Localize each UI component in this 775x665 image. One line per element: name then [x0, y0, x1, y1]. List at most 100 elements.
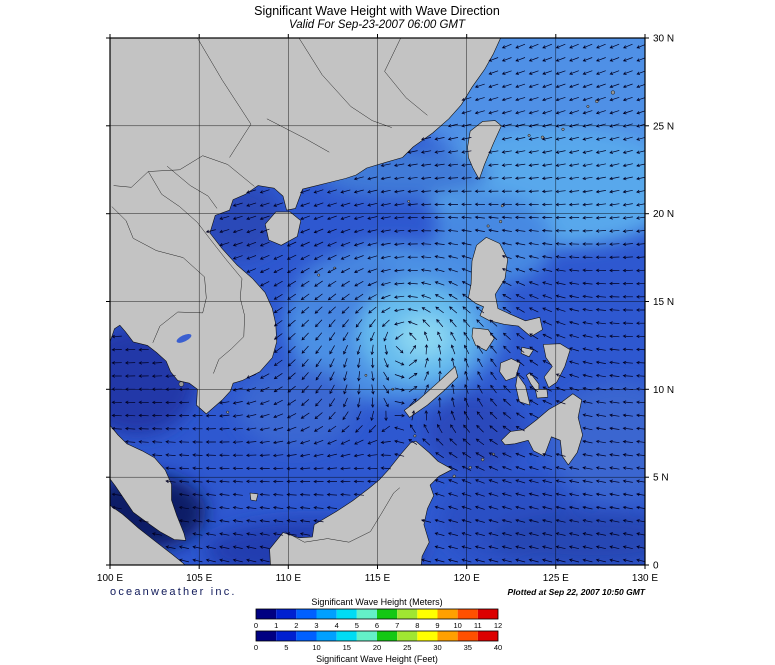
meters-colorbar-segment: [457, 609, 478, 619]
feet-colorbar-segment: [457, 631, 478, 641]
land-layer: [110, 38, 583, 565]
lat-tick-label: 30 N: [653, 34, 674, 45]
landmass-natuna: [249, 492, 259, 502]
meters-tick-label: 5: [355, 621, 359, 630]
landmass-negros: [515, 374, 531, 406]
meters-colorbar-segment: [336, 609, 357, 619]
graticule: [110, 38, 645, 565]
plotted-timestamp: Plotted at Sep 22, 2007 10:50 GMT: [508, 587, 646, 597]
lon-tick-label: 110 E: [276, 573, 302, 584]
oceanweather-logo-text: oceanweather inc.: [110, 586, 237, 598]
landmass-masbate: [520, 346, 534, 358]
feet-tick-label: 20: [373, 643, 381, 652]
meters-colorbar-segment: [296, 609, 317, 619]
island-dot: [486, 224, 490, 228]
map-clip-group: [110, 38, 645, 565]
lon-tick-label: 115 E: [365, 573, 391, 584]
meters-tick-label: 12: [494, 621, 502, 630]
meters-colorbar-segment: [397, 609, 418, 619]
feet-colorbar-segment: [437, 631, 458, 641]
island-dot: [527, 134, 531, 137]
meters-tick-label: 3: [314, 621, 318, 630]
feet-colorbar-segment: [316, 631, 337, 641]
landmass-mainland: [110, 38, 501, 415]
feet-colorbar-segment: [356, 631, 377, 641]
feet-colorbar-outline: [255, 630, 499, 642]
meters-colorbar-outline: [255, 608, 499, 620]
meters-tick-label: 6: [375, 621, 379, 630]
island-dot: [226, 410, 230, 414]
chart-subtitle: Valid For Sep-23-2007 06:00 GMT: [289, 19, 466, 31]
island-dot: [413, 434, 417, 438]
island-dot: [540, 135, 545, 139]
meters-tick-label: 9: [435, 621, 439, 630]
island-dot: [178, 381, 184, 387]
landmass-mindoro: [471, 327, 495, 352]
feet-colorbar-segment: [276, 631, 297, 641]
island-dot: [586, 105, 590, 108]
axis-labels: 100 E 105 E 110 E 115 E 120 E 125 E 130 E 30 N 2…: [97, 34, 674, 585]
meters-colorbar-segment: [276, 609, 297, 619]
feet-colorbar-segment: [397, 631, 418, 641]
lat-tick-label: 25 N: [653, 121, 674, 132]
island-dot: [481, 457, 485, 462]
lon-tick-label: 120 E: [454, 573, 480, 584]
meters-colorbar-segment: [417, 609, 438, 619]
feet-colorbar-segment: [417, 631, 438, 641]
lat-tick-label: 5 N: [653, 473, 669, 484]
meters-tick-label: 11: [474, 621, 482, 630]
landmass-samar: [542, 343, 571, 388]
feet-colorbar-segment: [256, 631, 277, 641]
landmass-hainan: [264, 211, 302, 246]
island-dot: [561, 127, 565, 131]
island-dot: [407, 200, 411, 203]
landmass-bohol: [534, 388, 549, 399]
meters-colorbar-segment: [477, 609, 498, 619]
lat-tick-label: 10 N: [653, 385, 674, 396]
landmass-peninsula: [110, 424, 187, 541]
lon-tick-label: 100 E: [97, 573, 123, 584]
feet-tick-label: 10: [312, 643, 320, 652]
meters-colorbar-segment: [256, 609, 277, 619]
meters-tick-label: 8: [415, 621, 419, 630]
feet-colorbar-segment: [296, 631, 317, 641]
meters-tick-label: 4: [335, 621, 339, 630]
feet-colorbar-segment: [336, 631, 357, 641]
island-dot: [610, 90, 615, 95]
meters-tick-label: 0: [254, 621, 258, 630]
legend-meters-title: Significant Wave Height (Meters): [311, 597, 442, 607]
lon-tick-label: 125 E: [543, 573, 569, 584]
island-dot: [317, 273, 321, 277]
meters-tick-label: 10: [454, 621, 462, 630]
chart-title: Significant Wave Height with Wave Direct…: [254, 4, 500, 18]
map-canvas: [106, 34, 649, 569]
border-lines: [111, 38, 428, 543]
island-dot: [364, 373, 368, 377]
feet-tick-label: 15: [343, 643, 351, 652]
landmass-mindanao: [501, 393, 583, 466]
legend-colorbars: 0 1 2 3 4 5 6 7 8 9 10 11 120 5 10 15 20 25 30 35 40: [254, 608, 502, 652]
feet-colorbar-segment: [477, 631, 498, 641]
feet-tick-label: 5: [284, 643, 288, 652]
island-dot: [499, 220, 503, 224]
lon-tick-label: 130 E: [632, 573, 658, 584]
lat-tick-label: 0: [653, 561, 659, 572]
feet-tick-label: 35: [464, 643, 472, 652]
meters-colorbar-segment: [316, 609, 337, 619]
meters-colorbar-segment: [356, 609, 377, 619]
meters-colorbar-segment: [377, 609, 398, 619]
legend-feet-title: Significant Wave Height (Feet): [316, 654, 438, 664]
feet-tick-label: 30: [433, 643, 441, 652]
meters-tick-label: 7: [395, 621, 399, 630]
feet-tick-label: 40: [494, 643, 502, 652]
island-dot: [468, 465, 472, 470]
lon-tick-label: 105 E: [186, 573, 212, 584]
meters-tick-label: 1: [274, 621, 278, 630]
feet-tick-label: 0: [254, 643, 258, 652]
landmass-panay: [499, 358, 521, 381]
landmass-sumatra: [110, 504, 186, 565]
meters-tick-label: 2: [294, 621, 298, 630]
landmass-palawan: [403, 366, 459, 418]
